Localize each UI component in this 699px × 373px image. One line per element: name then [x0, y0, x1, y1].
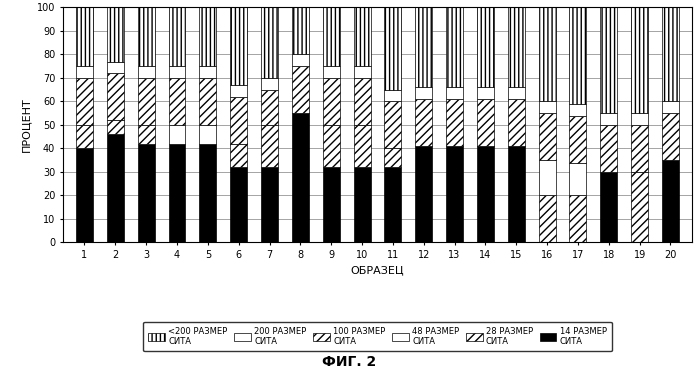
Bar [292, 7, 309, 54]
Bar [292, 113, 309, 242]
Bar [230, 167, 247, 242]
Bar [384, 90, 401, 101]
Bar [446, 87, 463, 99]
Bar [507, 7, 525, 87]
Bar [354, 167, 370, 242]
Bar [477, 7, 494, 87]
Bar [354, 125, 370, 167]
Bar [415, 99, 432, 146]
Bar [662, 113, 679, 160]
Bar [323, 78, 340, 125]
Bar [662, 160, 679, 242]
Bar [261, 125, 278, 167]
Bar [138, 7, 154, 66]
Bar [662, 101, 679, 113]
Bar [323, 125, 340, 167]
Bar [446, 146, 463, 242]
Text: ФИГ. 2: ФИГ. 2 [322, 355, 377, 369]
Bar [570, 104, 586, 116]
Bar [631, 172, 648, 242]
Bar [138, 78, 154, 125]
Bar [415, 146, 432, 242]
Bar [477, 87, 494, 99]
Bar [570, 116, 586, 163]
Bar [107, 62, 124, 73]
Bar [107, 7, 124, 62]
Bar [415, 87, 432, 99]
Bar [415, 7, 432, 87]
Bar [168, 125, 185, 144]
Bar [539, 195, 556, 242]
Bar [138, 144, 154, 242]
Bar [539, 113, 556, 160]
Bar [76, 7, 93, 66]
Bar [507, 146, 525, 242]
Bar [138, 66, 154, 78]
Bar [199, 125, 216, 144]
Bar [600, 172, 617, 242]
Bar [230, 85, 247, 97]
Bar [631, 125, 648, 172]
Bar [107, 73, 124, 120]
Bar [199, 7, 216, 66]
Bar [446, 7, 463, 87]
Bar [199, 66, 216, 78]
Bar [354, 66, 370, 78]
Bar [570, 163, 586, 195]
Bar [107, 134, 124, 242]
Bar [539, 160, 556, 195]
Bar [446, 99, 463, 146]
Bar [168, 7, 185, 66]
Bar [199, 144, 216, 242]
Bar [384, 101, 401, 148]
Bar [323, 167, 340, 242]
Bar [539, 101, 556, 113]
Bar [292, 66, 309, 113]
Bar [507, 87, 525, 99]
Bar [323, 66, 340, 78]
Bar [138, 125, 154, 144]
Bar [662, 7, 679, 101]
Bar [76, 78, 93, 125]
Bar [168, 66, 185, 78]
Bar [261, 167, 278, 242]
Bar [76, 66, 93, 78]
Bar [168, 78, 185, 125]
Bar [230, 144, 247, 167]
Bar [76, 125, 93, 148]
Bar [507, 99, 525, 146]
Bar [539, 7, 556, 101]
Bar [384, 7, 401, 90]
Bar [354, 7, 370, 66]
Bar [168, 144, 185, 242]
Bar [631, 0, 648, 113]
Bar [261, 7, 278, 78]
X-axis label: ОБРАЗЕЦ: ОБРАЗЕЦ [351, 266, 404, 276]
Bar [76, 148, 93, 242]
Bar [199, 78, 216, 125]
Bar [323, 7, 340, 66]
Bar [477, 99, 494, 146]
Bar [354, 78, 370, 125]
Bar [600, 7, 617, 113]
Bar [631, 113, 648, 125]
Bar [292, 54, 309, 66]
Bar [570, 195, 586, 242]
Bar [384, 167, 401, 242]
Bar [230, 97, 247, 144]
Bar [600, 125, 617, 172]
Bar [230, 7, 247, 85]
Bar [600, 113, 617, 125]
Legend: <200 РАЗМЕР
СИТА, 200 РАЗМЕР
СИТА, 100 РАЗМЕР
СИТА, 48 РАЗМЕР
СИТА, 28 РАЗМЕР
СИ: <200 РАЗМЕР СИТА, 200 РАЗМЕР СИТА, 100 Р… [143, 322, 612, 351]
Bar [570, 7, 586, 104]
Bar [384, 148, 401, 167]
Bar [261, 90, 278, 125]
Bar [477, 146, 494, 242]
Bar [261, 78, 278, 90]
Bar [107, 120, 124, 134]
Y-axis label: ПРОЦЕНТ: ПРОЦЕНТ [22, 98, 31, 152]
